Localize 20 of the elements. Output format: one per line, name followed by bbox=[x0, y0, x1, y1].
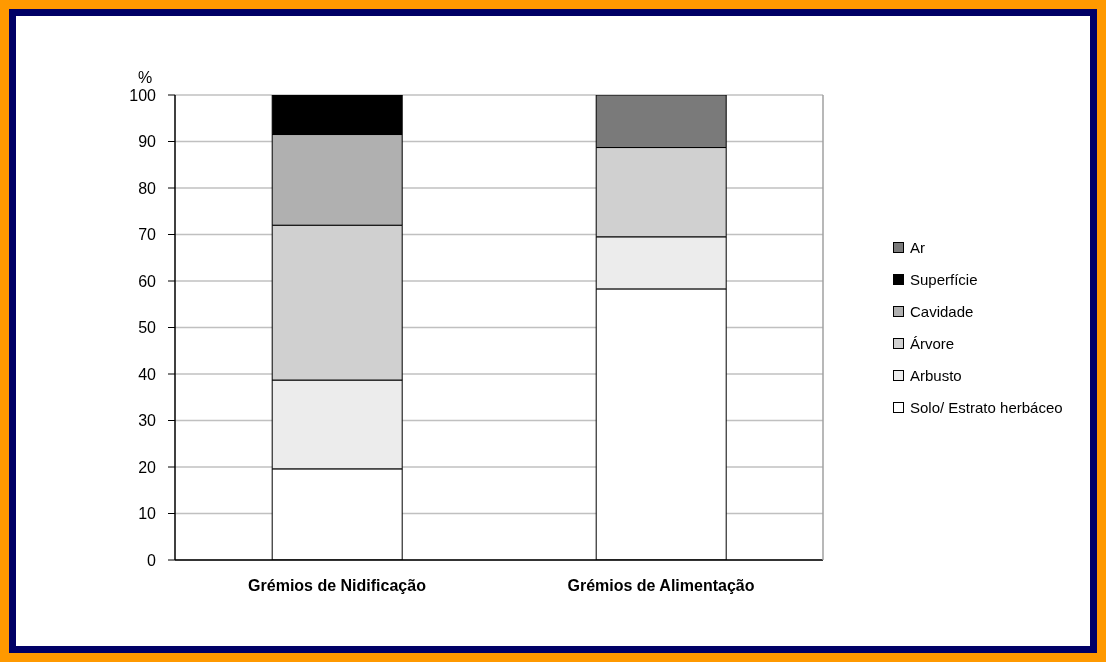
x-tick-label: Grémios de Nidificação bbox=[248, 577, 427, 595]
legend-label: Superfície bbox=[910, 271, 978, 288]
x-tick-label: Grémios de Alimentação bbox=[567, 577, 755, 595]
y-tick-label: 20 bbox=[138, 458, 157, 476]
y-tick-label: 100 bbox=[129, 86, 157, 104]
legend-label: Árvore bbox=[910, 335, 955, 352]
y-tick-label: 10 bbox=[138, 505, 157, 523]
legend-label: Ar bbox=[910, 239, 925, 256]
legend-label: Solo/ Estrato herbáceo bbox=[910, 399, 1063, 416]
y-tick-label: 50 bbox=[138, 319, 157, 337]
y-tick-label: 80 bbox=[138, 179, 157, 197]
y-tick-label: 70 bbox=[138, 226, 157, 244]
y-tick-label: 90 bbox=[138, 133, 157, 151]
y-axis-title: % bbox=[137, 69, 153, 86]
legend-label: Arbusto bbox=[910, 367, 962, 384]
y-tick-label: 60 bbox=[138, 272, 157, 290]
y-tick-label: 40 bbox=[138, 365, 157, 383]
legend-label: Cavidade bbox=[910, 303, 974, 320]
y-tick-label: 0 bbox=[147, 551, 157, 569]
y-tick-label: 30 bbox=[138, 412, 157, 430]
